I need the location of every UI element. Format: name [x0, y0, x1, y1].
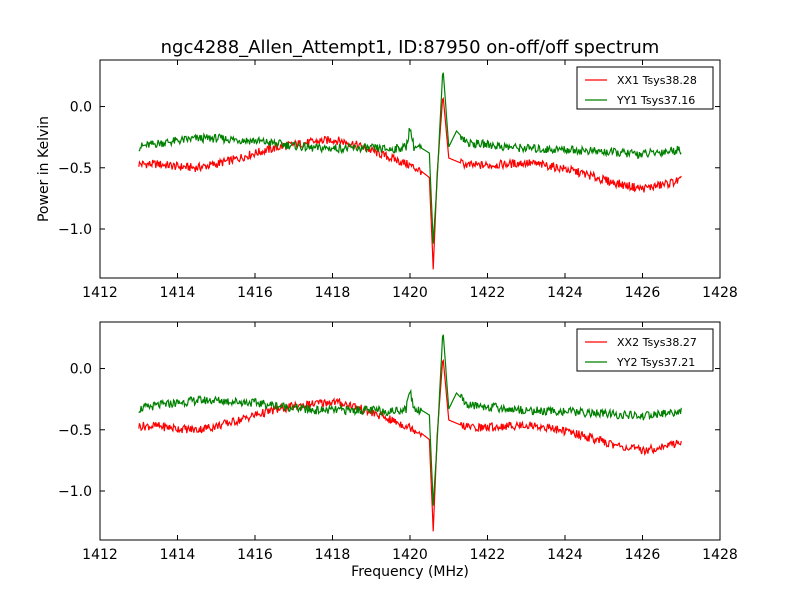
x-tick-label: 1418: [315, 285, 351, 301]
series-line-xx1: [138, 96, 682, 270]
x-tick-label: 1424: [547, 547, 583, 563]
legend-box: [576, 328, 714, 372]
legend-box: [576, 66, 714, 110]
legend-entry-label: XX1 Tsys38.28: [617, 74, 697, 87]
x-tick-label: 1422: [470, 285, 506, 301]
legend-entry-label: YY1 Tsys37.16: [616, 94, 695, 107]
x-tick-label: 1426: [625, 285, 661, 301]
y-tick-label: −1.0: [58, 484, 92, 500]
series-line-xx2: [138, 358, 682, 532]
x-tick-label: 1428: [702, 547, 738, 563]
y-tick-label: 0.0: [70, 362, 92, 378]
y-axis-label: Power in Kelvin: [36, 116, 52, 222]
y-tick-label: −1.0: [58, 222, 92, 238]
x-tick-label: 1412: [82, 547, 118, 563]
legend-entry-label: XX2 Tsys38.27: [617, 336, 697, 349]
legend-entry-label: YY2 Tsys37.21: [616, 356, 695, 369]
x-tick-label: 1420: [392, 285, 428, 301]
x-axis-label: Frequency (MHz): [351, 564, 469, 580]
x-tick-label: 1420: [392, 547, 428, 563]
x-tick-label: 1414: [160, 285, 196, 301]
y-tick-label: 0.0: [70, 100, 92, 116]
y-tick-label: −0.5: [58, 423, 92, 439]
x-tick-label: 1412: [82, 285, 118, 301]
x-tick-label: 1428: [702, 285, 738, 301]
series-line-yy1: [138, 72, 682, 244]
x-tick-label: 1426: [625, 547, 661, 563]
x-tick-label: 1416: [237, 285, 273, 301]
bottom-panel: 1412 1414 1416 1418 1420 1422 1424 1426 1428 0.0 −…: [58, 321, 738, 563]
top-panel: 1412 1414 1416 1418 1420 1422 1424 1426 1428 0.0 −…: [58, 59, 738, 301]
x-tick-label: 1418: [315, 547, 351, 563]
x-tick-label: 1416: [237, 547, 273, 563]
x-tick-label: 1424: [547, 285, 583, 301]
y-tick-label: −0.5: [58, 161, 92, 177]
series-line-yy2: [138, 334, 682, 506]
x-tick-label: 1422: [470, 547, 506, 563]
chart-title: ngc4288_Allen_Attempt1, ID:87950 on-off/…: [161, 37, 660, 58]
x-tick-label: 1414: [160, 547, 196, 563]
